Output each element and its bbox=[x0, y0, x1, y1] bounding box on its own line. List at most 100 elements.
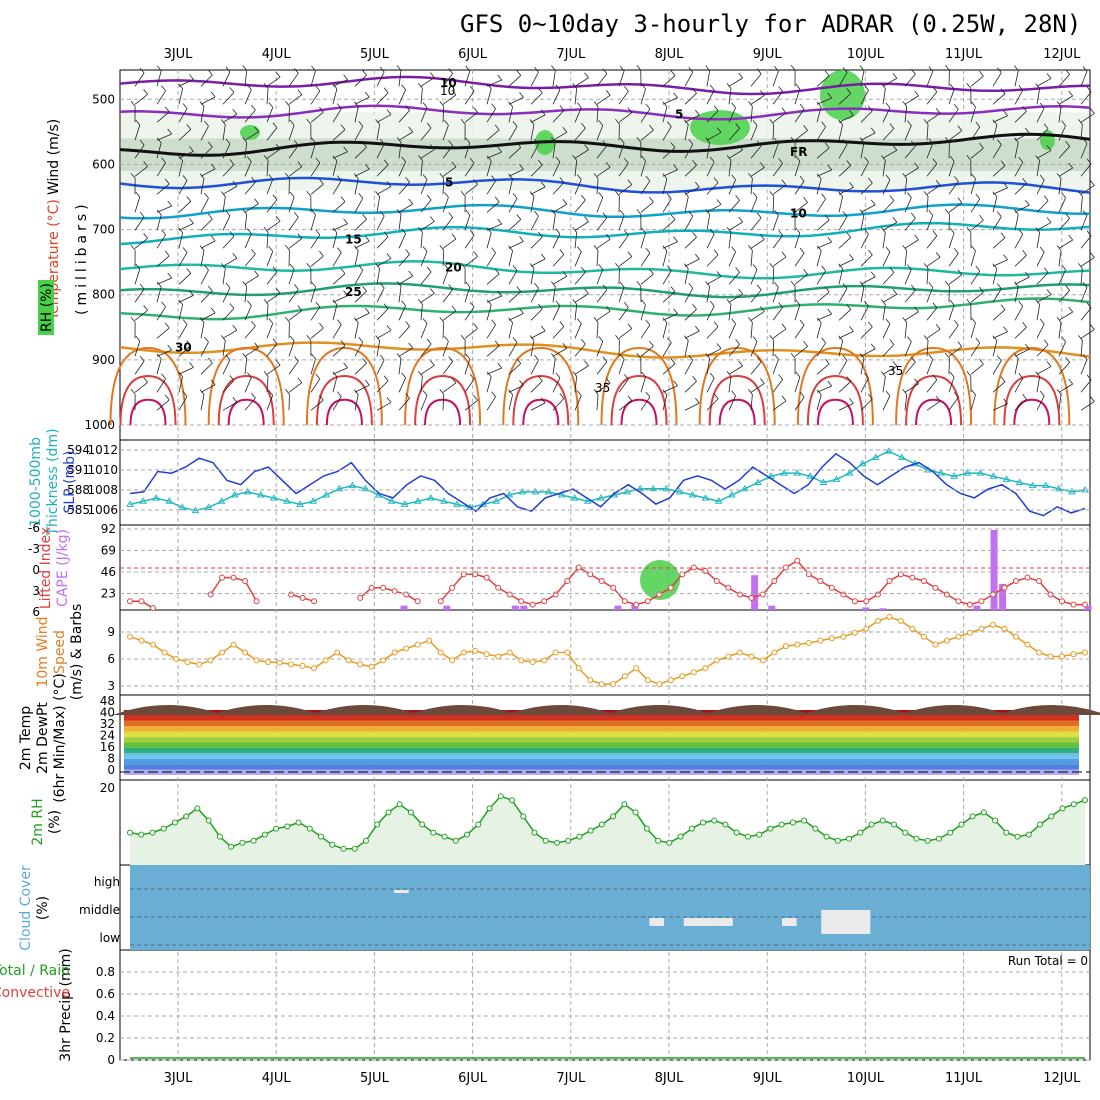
wind-barb-flag bbox=[928, 138, 934, 144]
wind-barb-flag bbox=[362, 357, 367, 364]
wind-barb-flag bbox=[705, 209, 710, 215]
wind-speed-point bbox=[989, 621, 996, 628]
wind-barb-flag bbox=[164, 322, 170, 329]
hot-dome-contour bbox=[610, 374, 668, 426]
wind-barb bbox=[178, 151, 194, 159]
wind-barb bbox=[970, 322, 976, 339]
wind-barb bbox=[684, 196, 689, 213]
wind-barb bbox=[1014, 204, 1030, 213]
wind-barb bbox=[178, 304, 183, 321]
wind-barb-flag bbox=[362, 141, 367, 148]
wind-barb-flag bbox=[688, 283, 694, 289]
wind-barb bbox=[640, 376, 646, 393]
wind-barb-flag bbox=[337, 319, 342, 325]
wind-barb-flag bbox=[598, 120, 604, 126]
wind-barb-flag bbox=[1065, 141, 1070, 147]
wind-barb-flag bbox=[519, 164, 524, 170]
wind-barb-flag bbox=[966, 227, 972, 233]
wind-barb-flag bbox=[401, 84, 406, 90]
rh2m-point bbox=[452, 837, 459, 844]
wind-barb-flag bbox=[465, 353, 471, 360]
temp-tick-label: 8 bbox=[107, 752, 115, 766]
wind-barb bbox=[574, 107, 582, 123]
wind-barb-flag bbox=[902, 389, 908, 395]
wind-barb-flag bbox=[945, 281, 950, 287]
precip-tick-label: 0 bbox=[107, 1053, 115, 1067]
wind-barb-flag bbox=[396, 353, 402, 359]
wind-barb-flag bbox=[247, 300, 252, 306]
wind-barb-flag bbox=[827, 92, 833, 99]
wind-barb-flag bbox=[1003, 326, 1008, 332]
wind-speed-point bbox=[966, 629, 973, 636]
wind-barb-flag bbox=[581, 122, 586, 129]
rh2m-point bbox=[655, 837, 662, 844]
date-tick-bottom: 6JUL bbox=[458, 1071, 488, 1086]
wind-barb-flag bbox=[975, 121, 981, 128]
wind-barb-flag bbox=[795, 83, 801, 90]
lifted-index-tick-label: 6 bbox=[32, 605, 40, 619]
wind-barb bbox=[178, 273, 192, 285]
wind-barb-flag bbox=[716, 271, 722, 277]
wind-barb-flag bbox=[997, 211, 1002, 217]
wind-barb bbox=[684, 288, 694, 303]
wind-barb bbox=[662, 75, 676, 87]
wind-barb bbox=[904, 239, 919, 249]
wind-barb-flag bbox=[156, 281, 162, 288]
wind-barb bbox=[816, 250, 822, 267]
wind-barb-flag bbox=[907, 336, 912, 342]
thickness-point bbox=[740, 484, 749, 492]
temp-tick-label: 48 bbox=[100, 694, 115, 708]
wind-barb-flag bbox=[272, 338, 278, 344]
wind-barb-flag bbox=[311, 281, 316, 288]
wind-barb-flag bbox=[692, 303, 697, 310]
wind-barb bbox=[486, 129, 500, 141]
wind-barb-flag bbox=[705, 137, 710, 143]
wind-barb bbox=[838, 237, 852, 249]
wind-barb bbox=[354, 270, 364, 285]
wind-barb-flag bbox=[935, 107, 941, 114]
wind-barb-flag bbox=[602, 140, 608, 146]
wind-barb bbox=[530, 258, 546, 267]
wind-barb bbox=[750, 289, 762, 303]
wind-barb bbox=[376, 215, 385, 231]
wind-barb-flag bbox=[551, 209, 556, 215]
wind-barb bbox=[178, 367, 194, 375]
wind-speed-point bbox=[782, 643, 789, 650]
wind-barb-flag bbox=[254, 270, 259, 276]
wind-speed-point bbox=[1024, 641, 1031, 648]
wind-barb-flag bbox=[439, 317, 445, 323]
wind-barb-flag bbox=[516, 358, 522, 364]
wind-speed-point bbox=[1012, 633, 1019, 640]
wind-barb bbox=[706, 348, 722, 357]
lifted-index-point bbox=[219, 574, 226, 581]
wind-barb bbox=[552, 286, 556, 303]
wind-barb-flag bbox=[130, 101, 136, 107]
wind-barb-flag bbox=[641, 155, 646, 162]
wind-barb bbox=[970, 270, 981, 285]
wind-barb-flag bbox=[627, 251, 633, 257]
wind-barb-flag bbox=[694, 253, 700, 260]
slp-tick-label: 1006 bbox=[87, 503, 118, 517]
wind-barb-flag bbox=[383, 159, 389, 166]
temp-tick-label: 16 bbox=[100, 740, 115, 754]
wind-barb bbox=[376, 143, 385, 159]
wind-barb-flag bbox=[358, 193, 364, 199]
thickness-point bbox=[623, 487, 632, 495]
rh2m-point bbox=[171, 819, 178, 826]
wind-barb-flag bbox=[670, 358, 676, 364]
wind-barb-flag bbox=[849, 182, 854, 188]
wind-barb-flag bbox=[208, 69, 213, 76]
wind-barb bbox=[684, 402, 700, 411]
wind-barb-flag bbox=[1056, 101, 1062, 107]
wind-barb bbox=[970, 394, 976, 411]
wind-barb-flag bbox=[1086, 230, 1092, 237]
wind-barb bbox=[926, 307, 938, 321]
wind-barb-flag bbox=[923, 335, 929, 341]
wind-barb bbox=[860, 161, 869, 177]
wind-barb-flag bbox=[139, 355, 145, 362]
wind-barb bbox=[486, 273, 500, 285]
wind-barb-flag bbox=[889, 267, 895, 273]
wind-barb-flag bbox=[688, 355, 694, 361]
wind-barb-flag bbox=[957, 125, 963, 131]
lifted-index-point bbox=[495, 584, 502, 591]
